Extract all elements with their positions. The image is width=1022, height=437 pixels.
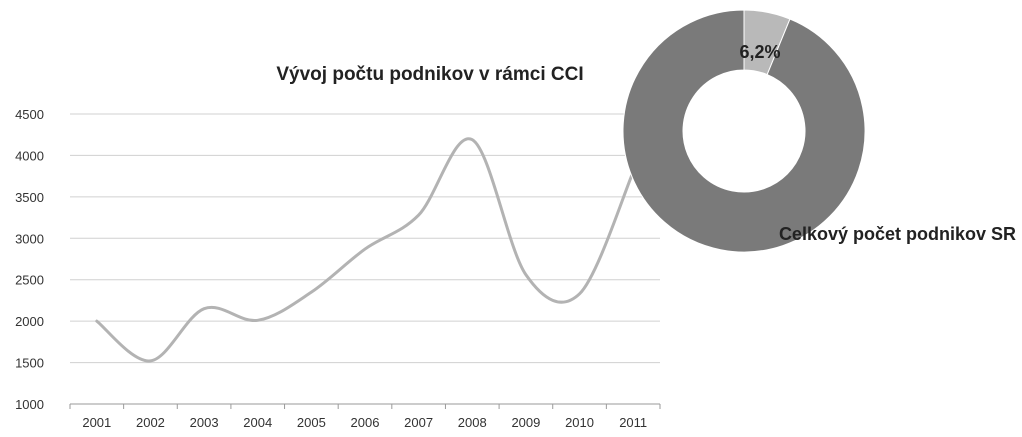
y-tick-label: 2500	[15, 273, 44, 288]
y-tick-label: 3000	[15, 231, 44, 246]
x-tick-labels: 2001 2002 2003 2004 2005 2006 2007 2008 2009 2010…	[82, 415, 647, 430]
donut-slice-label-share: 6,2%	[739, 42, 780, 62]
grid-lines	[70, 113, 660, 364]
x-tick-label: 2001	[82, 415, 111, 430]
y-tick-label: 3500	[15, 190, 44, 205]
y-tick-label: 1000	[15, 397, 44, 412]
x-tick-label: 2011	[619, 415, 647, 430]
donut-slice-label-total: Celkový počet podnikov SR	[779, 224, 1016, 244]
x-tick-label: 2009	[511, 415, 540, 430]
y-tick-label: 4500	[15, 107, 44, 122]
x-tick-label: 2005	[297, 415, 326, 430]
donut-slice-total	[622, 9, 866, 253]
x-tick-label: 2003	[190, 415, 219, 430]
line-series	[95, 137, 635, 363]
axes	[69, 403, 661, 409]
x-tick-label: 2006	[351, 415, 380, 430]
x-tick-label: 2008	[458, 415, 487, 430]
x-tick-label: 2002	[136, 415, 165, 430]
x-tick-label: 2010	[565, 415, 594, 430]
y-tick-labels: 1000 1500 2000 2500 3000 3500 4000 4500	[15, 107, 44, 412]
x-tick-label: 2004	[243, 415, 272, 430]
x-tick-label: 2007	[404, 415, 433, 430]
line-chart-title: Vývoj počtu podnikov v rámci CCI	[276, 64, 583, 85]
y-tick-label: 4000	[15, 148, 44, 163]
series-line	[95, 137, 635, 363]
y-tick-label: 2000	[15, 314, 44, 329]
y-tick-label: 1500	[15, 356, 44, 371]
donut-chart	[622, 9, 866, 253]
